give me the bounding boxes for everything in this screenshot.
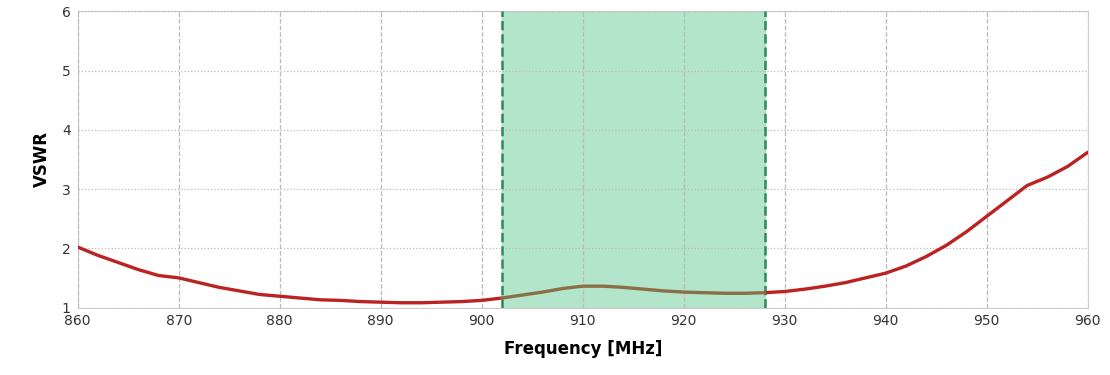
Bar xyxy=(502,11,765,308)
Y-axis label: VSWR: VSWR xyxy=(33,131,51,188)
X-axis label: Frequency [MHz]: Frequency [MHz] xyxy=(504,339,662,357)
